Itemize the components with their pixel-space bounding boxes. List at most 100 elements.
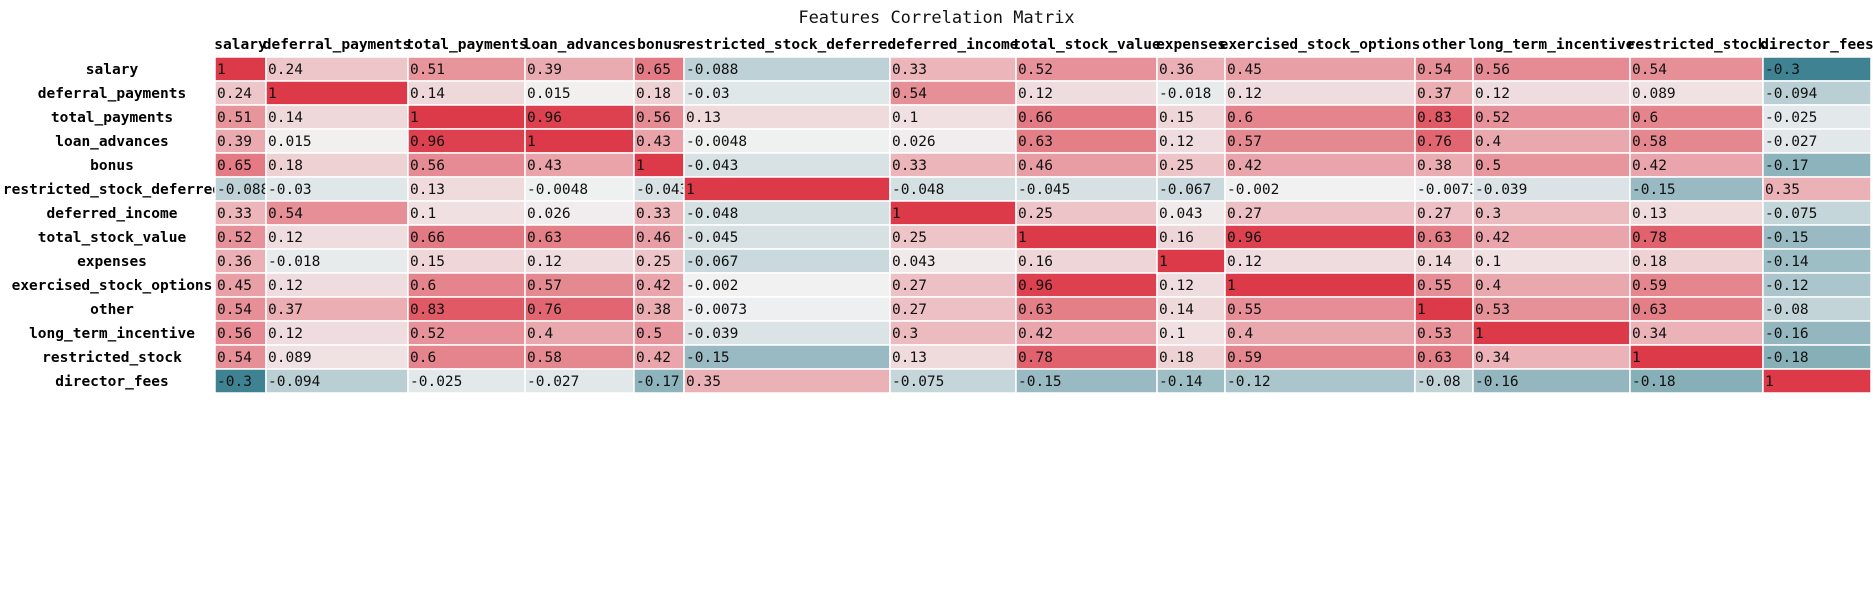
heatmap-cell-label: -0.17 <box>636 374 680 390</box>
heatmap-cell-label: 0.6 <box>410 350 436 366</box>
heatmap-cell-label: 0.58 <box>527 350 562 366</box>
heatmap-cell <box>1414 56 1474 82</box>
heatmap-cell <box>889 200 1017 226</box>
heatmap-cell-label: 0.96 <box>527 110 562 126</box>
heatmap-cell-label: -0.039 <box>686 326 738 342</box>
heatmap-cell-label: 0.65 <box>636 62 671 78</box>
heatmap-cell-label: 0.53 <box>1417 326 1452 342</box>
heatmap-cell-label: -0.067 <box>1159 182 1211 198</box>
heatmap-cell-label: 1 <box>686 182 695 198</box>
column-label-loan-advances: loan_advances <box>523 37 637 53</box>
heatmap-cell <box>524 344 635 370</box>
heatmap-cell <box>1224 104 1416 130</box>
heatmap-cell-label: 0.18 <box>268 158 303 174</box>
heatmap-cell-label: -0.15 <box>686 350 730 366</box>
heatmap-cell-label: 0.63 <box>527 230 562 246</box>
heatmap-cell-label: -0.03 <box>686 86 730 102</box>
heatmap-cell-label: 0.78 <box>1018 350 1053 366</box>
heatmap-cell <box>407 152 526 178</box>
heatmap-cell <box>1472 320 1631 346</box>
heatmap-cell <box>1015 296 1158 322</box>
heatmap-cell <box>524 320 635 346</box>
heatmap-cell-label: 0.1 <box>410 206 436 222</box>
heatmap-cell-label: 0.13 <box>892 350 927 366</box>
heatmap-cell <box>1224 128 1416 154</box>
heatmap-cell-label: 0.42 <box>1632 158 1667 174</box>
heatmap-cell-label: 0.54 <box>1417 62 1452 78</box>
column-label-exercised-stock-options: exercised_stock_options <box>1220 37 1421 53</box>
heatmap-cell-label: 1 <box>1417 302 1426 318</box>
heatmap-cell-label: -0.045 <box>686 230 738 246</box>
heatmap-cell <box>1629 272 1764 298</box>
row-label-restricted-stock: restricted_stock <box>42 350 182 366</box>
heatmap-cell <box>1015 176 1158 202</box>
heatmap-cell-label: 0.46 <box>1018 158 1053 174</box>
column-label-deferred-income: deferred_income <box>888 37 1019 53</box>
heatmap-cell-label: 0.12 <box>268 278 303 294</box>
column-label-bonus: bonus <box>637 37 681 53</box>
heatmap-cell-label: -0.027 <box>1765 134 1817 150</box>
heatmap-cell-label: 0.54 <box>892 86 927 102</box>
heatmap-cell-label: 0.35 <box>686 374 721 390</box>
heatmap-cell-label: 0.59 <box>1632 278 1667 294</box>
heatmap-cell-label: -0.075 <box>1765 206 1817 222</box>
heatmap-cell-label: 0.24 <box>217 86 252 102</box>
heatmap-cell-label: -0.039 <box>1475 182 1527 198</box>
heatmap-cell <box>1629 56 1764 82</box>
chart-title: Features Correlation Matrix <box>798 8 1075 28</box>
heatmap-cell-label: 0.52 <box>410 326 445 342</box>
heatmap-cell <box>1472 176 1631 202</box>
heatmap-cell <box>683 224 891 250</box>
heatmap-cell <box>407 248 526 274</box>
heatmap-cell-label: 0.96 <box>1227 230 1262 246</box>
heatmap-cell-label: 0.043 <box>892 254 936 270</box>
heatmap-cell-label: 1 <box>268 86 277 102</box>
heatmap-cell-label: 0.4 <box>1475 278 1501 294</box>
heatmap-cell-label: 0.42 <box>1475 230 1510 246</box>
heatmap-cell-label: -0.12 <box>1227 374 1271 390</box>
heatmap-cell-label: 0.53 <box>1475 302 1510 318</box>
row-label-loan-advances: loan_advances <box>55 134 169 150</box>
heatmap-cell <box>633 368 685 394</box>
column-label-total-stock-value: total_stock_value <box>1012 37 1161 53</box>
column-label-director-fees: director_fees <box>1760 37 1873 53</box>
heatmap-cell-label: 0.33 <box>217 206 252 222</box>
heatmap-cell <box>1224 272 1416 298</box>
heatmap-cell <box>407 176 526 202</box>
heatmap-cell <box>1156 224 1226 250</box>
heatmap-cell <box>633 128 685 154</box>
heatmap-cell <box>889 296 1017 322</box>
heatmap-cell <box>1414 368 1474 394</box>
heatmap-cell-label: 0.83 <box>410 302 445 318</box>
heatmap-cell <box>1224 176 1416 202</box>
heatmap-cell-label: 0.015 <box>527 86 571 102</box>
heatmap-cell-label: -0.18 <box>1765 350 1809 366</box>
heatmap-cell-label: 0.58 <box>1632 134 1667 150</box>
heatmap-cell-label: 0.6 <box>410 278 436 294</box>
heatmap-cell <box>265 344 409 370</box>
heatmap-cell-label: 0.16 <box>1018 254 1053 270</box>
heatmap-cell <box>1224 368 1416 394</box>
heatmap-cell-label: 0.83 <box>1417 110 1452 126</box>
heatmap-cell <box>1762 272 1872 298</box>
heatmap-cell-label: 0.63 <box>1417 230 1452 246</box>
heatmap-cell <box>1015 104 1158 130</box>
heatmap-cell-label: 0.38 <box>1417 158 1452 174</box>
heatmap-cell <box>1015 128 1158 154</box>
heatmap-cell-label: -0.08 <box>1765 302 1809 318</box>
heatmap-cell-label: 0.51 <box>217 110 252 126</box>
heatmap-cell-label: -0.16 <box>1765 326 1809 342</box>
column-label-expenses: expenses <box>1156 37 1226 53</box>
heatmap-cell-label: 1 <box>1018 230 1027 246</box>
heatmap-cell-label: 0.5 <box>636 326 662 342</box>
heatmap-cell-label: 0.56 <box>636 110 671 126</box>
heatmap-cell <box>214 104 267 130</box>
heatmap-cell-label: 0.015 <box>268 134 312 150</box>
heatmap-cell <box>889 104 1017 130</box>
heatmap-cell-label: 0.27 <box>1227 206 1262 222</box>
column-label-other: other <box>1422 37 1466 53</box>
heatmap-cell-label: -0.027 <box>527 374 579 390</box>
heatmap-cell <box>1015 320 1158 346</box>
heatmap-cell <box>1224 152 1416 178</box>
heatmap-cell <box>1762 104 1872 130</box>
